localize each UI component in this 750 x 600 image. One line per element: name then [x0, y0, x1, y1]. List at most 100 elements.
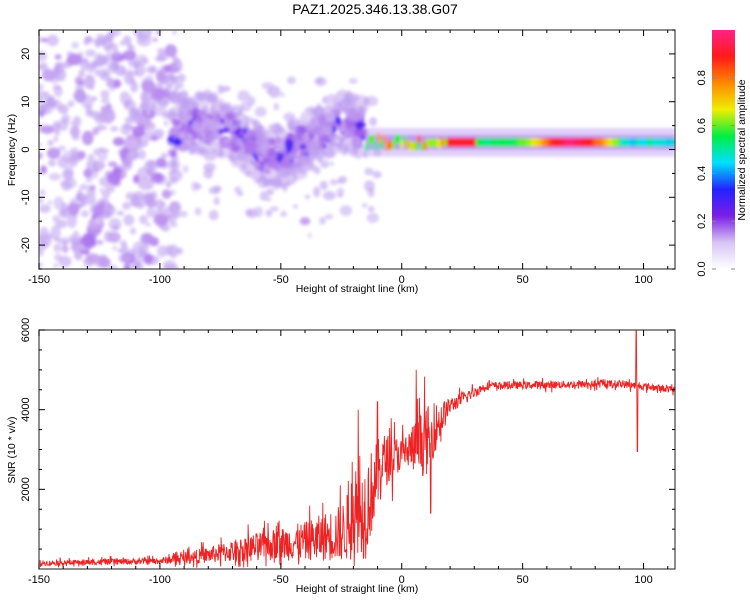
spectrogram-cell: [300, 111, 312, 121]
spectrogram-cell: [225, 112, 235, 121]
spectrogram-cell: [212, 110, 218, 115]
spectrogram-cell: [54, 123, 60, 129]
spectrogram-cell: [104, 59, 109, 65]
spectrogram-cell: [233, 108, 240, 113]
spectrogram-cell: [85, 253, 101, 263]
spectrogram-cell: [122, 50, 137, 61]
snr-x-tick-label: -100: [149, 574, 171, 586]
spectrogram-cell: [266, 188, 274, 196]
snr-y-tick-label: 4000: [20, 397, 32, 421]
carrier-cell: [446, 138, 450, 147]
spectrogram-cell: [58, 119, 69, 132]
carrier-cell: [652, 138, 656, 147]
spectrogram-cell: [178, 89, 189, 99]
spectrogram-cell: [149, 98, 158, 105]
carrier-cell: [568, 138, 572, 147]
carrier-cell: [472, 138, 476, 147]
carrier-cell: [449, 138, 453, 147]
spectrogram-y-tick-label: 10: [20, 96, 32, 108]
spectrogram-cell: [338, 142, 345, 150]
spectrogram-cell: [137, 245, 146, 255]
spectrogram-cell: [107, 161, 118, 168]
carrier-cell: [510, 138, 514, 147]
spectrogram-cell: [339, 136, 346, 143]
spectrogram-cell: [188, 138, 196, 144]
spectrogram-cell: [153, 106, 168, 116]
spectrogram-cell: [118, 253, 132, 263]
spectrogram-cell: [123, 214, 135, 226]
spectrogram-cell: [143, 253, 154, 265]
carrier-cell: [400, 139, 404, 149]
colorbar-label: Normalized spectral amplitude: [736, 79, 748, 220]
spectrogram-cell: [231, 144, 241, 153]
spectrogram-cell: [122, 201, 132, 210]
carrier-cell: [391, 140, 395, 150]
carrier-cell: [606, 138, 610, 147]
spectrogram-cell: [60, 180, 65, 187]
spectrogram-cell: [123, 71, 134, 85]
spectrogram-cell: [252, 161, 261, 169]
spectrogram-cell: [340, 126, 348, 134]
spectrogram-cell: [83, 195, 89, 200]
carrier-cell: [368, 135, 372, 145]
spectrogram-cell: [112, 137, 125, 146]
spectrogram-cell: [255, 146, 264, 154]
carrier-cell: [408, 141, 413, 150]
colorbar-tick-label: 0.2: [696, 214, 708, 229]
carrier-cell: [507, 138, 511, 147]
carrier-cell: [394, 134, 398, 144]
carrier-cell: [655, 138, 659, 147]
spectrogram-cell: [247, 96, 256, 106]
spectrogram-cell: [165, 214, 177, 224]
spectrogram-cell: [304, 194, 311, 200]
carrier-cell: [577, 138, 581, 147]
spectrogram-cell: [94, 69, 102, 77]
spectrogram-cell: [58, 207, 73, 219]
spectrogram-cell: [322, 190, 336, 201]
snr-x-tick-label: 100: [634, 574, 652, 586]
spectrogram-cell: [220, 118, 225, 124]
snr-x-tick-label: 0: [399, 574, 405, 586]
spectrogram-cell: [89, 38, 96, 43]
spectrogram-cell: [210, 148, 219, 154]
spectrogram-cell: [186, 133, 194, 139]
spectrogram-cell: [310, 149, 319, 157]
spectrogram-cell: [207, 124, 217, 132]
spectrogram-cell: [39, 262, 43, 268]
spectrogram-cell: [318, 114, 327, 125]
spectrogram-cell: [329, 161, 334, 167]
carrier-cell: [435, 138, 439, 147]
spectrogram-cell: [347, 120, 358, 128]
spectrogram-cell: [53, 136, 59, 143]
carrier-cell: [527, 138, 532, 147]
spectrogram-cell: [213, 185, 222, 193]
spectrogram-cell: [271, 175, 284, 187]
spectrogram-cell: [286, 119, 296, 128]
carrier-cell: [530, 138, 535, 147]
spectrogram-cell: [283, 187, 288, 193]
spectrogram-cell: [337, 178, 342, 184]
carrier-cell: [586, 138, 590, 147]
spectrogram-cell: [234, 186, 242, 193]
spectrogram-cell: [39, 204, 51, 214]
spectrogram-cell: [367, 187, 375, 198]
spectrogram-cell: [96, 161, 106, 170]
spectrogram-x-tick-label: 50: [517, 274, 529, 286]
spectrogram-cell: [194, 207, 202, 216]
spectrogram-cell: [135, 254, 146, 264]
spectrogram-cell: [342, 106, 350, 114]
spectrogram-cell: [270, 206, 279, 212]
spectrogram-cell: [160, 152, 169, 159]
spectrogram-cell: [98, 147, 105, 153]
spectrogram-cell: [56, 219, 68, 229]
spectrogram-cell: [218, 141, 227, 150]
carrier-cell: [583, 138, 587, 147]
spectrogram-cell: [40, 165, 47, 175]
carrier-cell: [644, 138, 648, 147]
spectrogram-cell: [130, 81, 139, 93]
carrier-cell: [371, 134, 375, 144]
spectrogram-cell: [250, 169, 261, 181]
spectrogram-cell: [199, 148, 210, 157]
spectrogram-cell: [39, 152, 44, 160]
carrier-cell: [417, 135, 421, 144]
